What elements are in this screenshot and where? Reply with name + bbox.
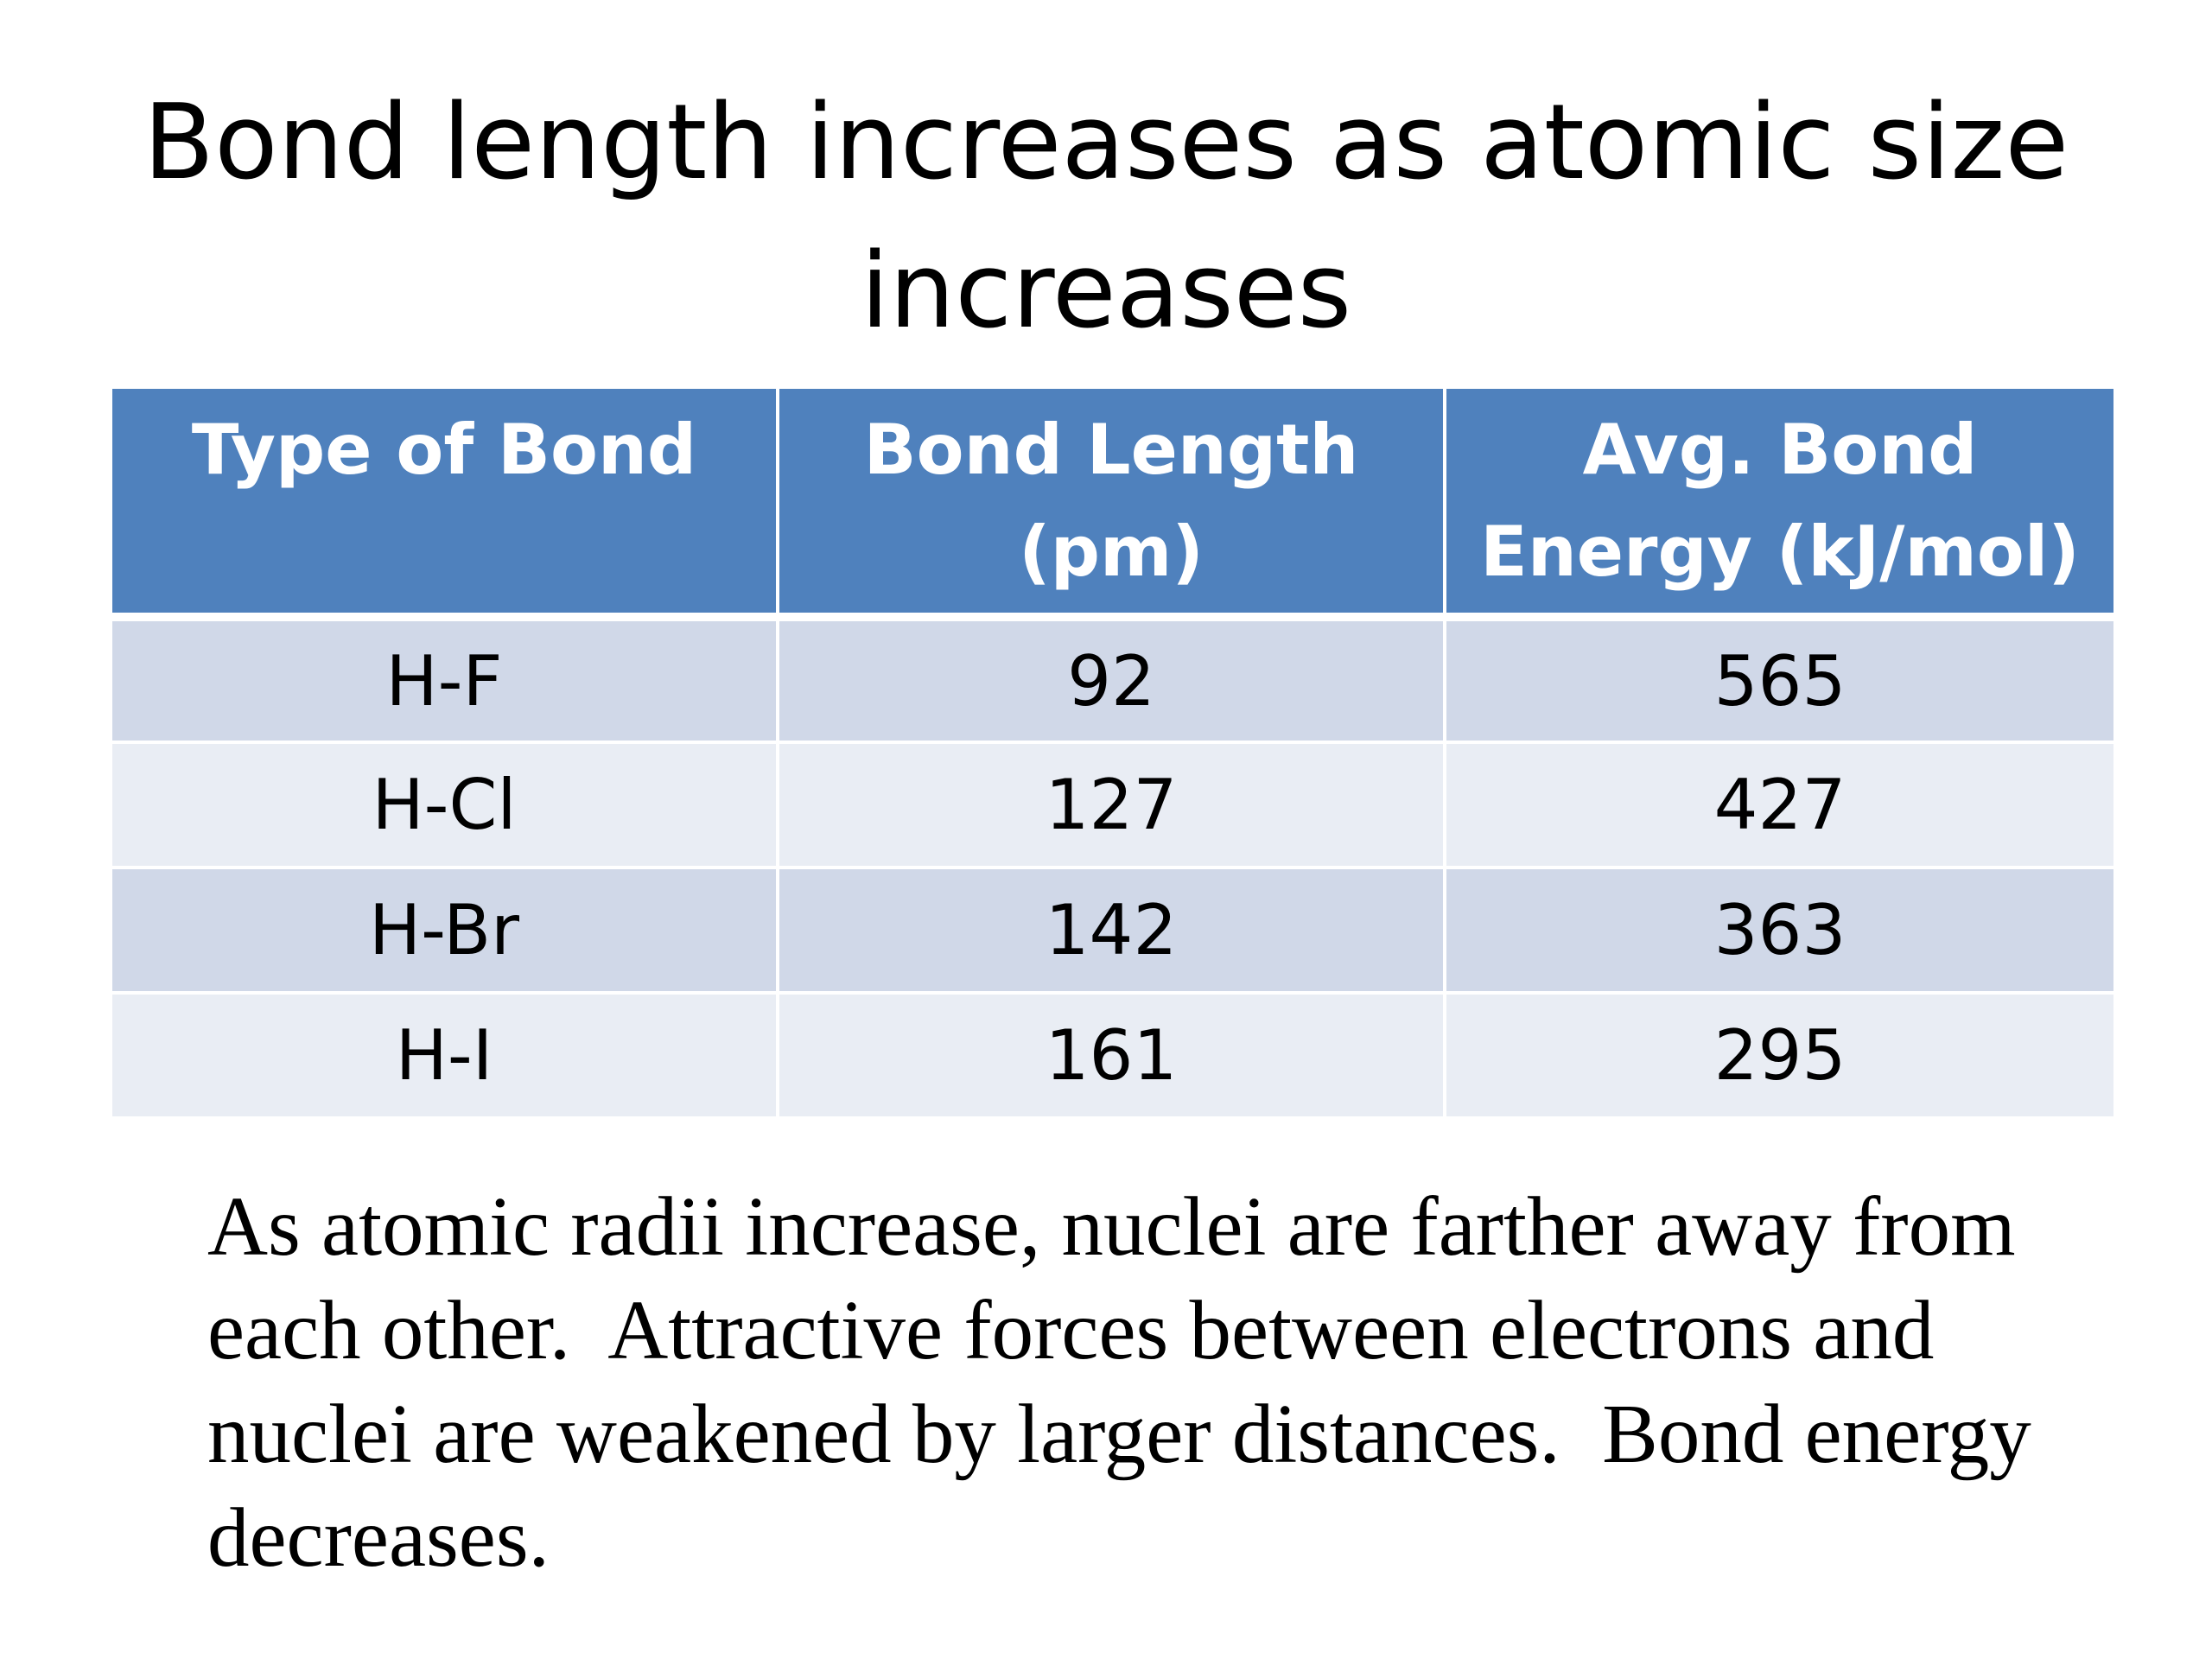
bond-type-cell: H-I xyxy=(112,993,779,1120)
explanation-paragraph: As atomic radii increase, nuclei are far… xyxy=(207,1180,2052,1584)
bond-energy-cell: 363 xyxy=(1445,868,2113,995)
bond-energy-cell: 427 xyxy=(1445,742,2113,869)
bond-length-cell: 161 xyxy=(778,993,1446,1120)
table-row: H-F 92 565 xyxy=(112,617,2113,744)
slide-title: Bond length increases as atomic size inc… xyxy=(143,83,2069,352)
header-bond-length: Bond Length (pm) xyxy=(778,389,1446,621)
header-avg-bond-energy: Avg. Bond Energy (kJ/mol) xyxy=(1445,389,2113,621)
table-row: H-Br 142 363 xyxy=(112,868,2113,995)
table-header-row: Type of Bond Bond Length (pm) Avg. Bond … xyxy=(112,389,2113,621)
bond-energy-cell: 295 xyxy=(1445,993,2113,1120)
bond-length-cell: 92 xyxy=(778,617,1446,744)
table-row: H-I 161 295 xyxy=(112,993,2113,1120)
bond-data-table: Type of Bond Bond Length (pm) Avg. Bond … xyxy=(112,389,2113,1120)
bond-length-cell: 142 xyxy=(778,868,1446,995)
bond-type-cell: H-Br xyxy=(112,868,779,995)
bond-length-cell: 127 xyxy=(778,742,1446,869)
bond-type-cell: H-Cl xyxy=(112,742,779,869)
header-type-of-bond: Type of Bond xyxy=(112,389,779,621)
table-row: H-Cl 127 427 xyxy=(112,742,2113,869)
bond-energy-cell: 565 xyxy=(1445,617,2113,744)
bond-type-cell: H-F xyxy=(112,617,779,744)
